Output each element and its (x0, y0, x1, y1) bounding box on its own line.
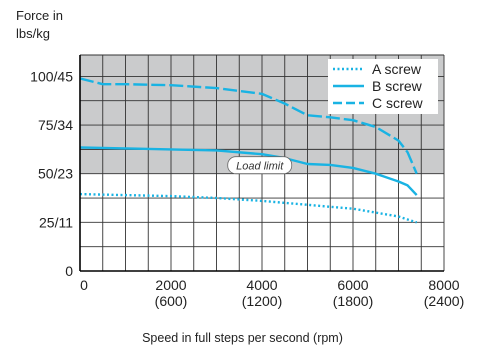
x-tick-label: (600) (155, 293, 188, 309)
load-limit-label: Load limit (236, 161, 284, 173)
x-tick-label: (2400) (424, 293, 464, 309)
x-tick-label: (1200) (242, 293, 282, 309)
x-tick-label: 2000 (155, 277, 186, 293)
series-lines (79, 77, 418, 224)
y-tick-label: 50/23 (38, 166, 73, 182)
x-tick-label: 6000 (337, 277, 368, 293)
y-tick-label: 75/34 (38, 117, 73, 133)
x-tick-label: 4000 (246, 277, 277, 293)
x-axis-title: Speed in full steps per second (rpm) (142, 331, 343, 345)
load-limit-label-box (227, 156, 293, 175)
annotations: Load limit (227, 156, 293, 175)
y-tick-label: 0 (65, 263, 73, 279)
x-tick-label: 8000 (428, 277, 459, 293)
series-line-c-screw (79, 77, 418, 175)
y-axis-title-line-1: Force in (16, 8, 63, 23)
axes: 0 25/11 50/23 75/34 100/45 0 2000(600) 4000(120… (30, 55, 464, 309)
x-tick-label: (1800) (333, 293, 373, 309)
series-line-b-screw (79, 146, 418, 196)
y-tick-label: 25/11 (39, 214, 73, 230)
y-tick-label: 100/45 (30, 68, 73, 84)
legend-label: C screw (372, 95, 423, 111)
y-axis-title-line-2: lbs/kg (16, 26, 50, 41)
legend-label: B screw (372, 78, 423, 94)
legend-label: A screw (372, 61, 422, 77)
x-tick-label: 0 (80, 277, 88, 293)
